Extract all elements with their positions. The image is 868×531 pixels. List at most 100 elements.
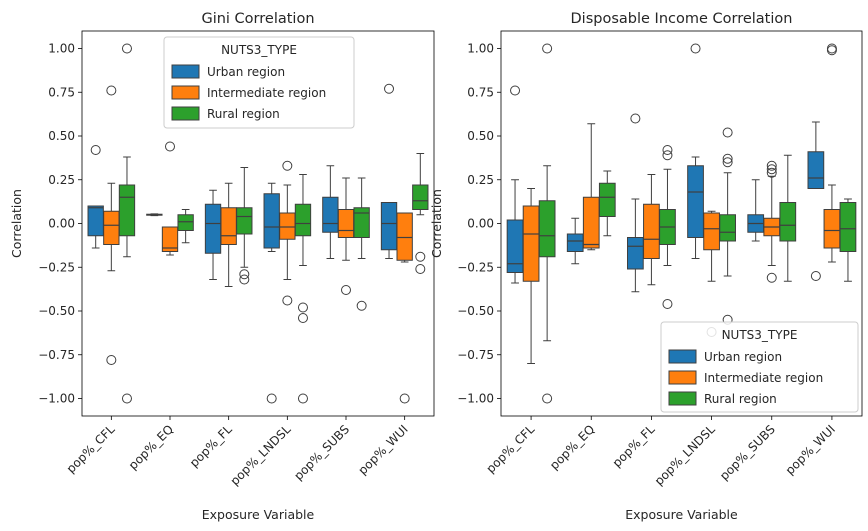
- box-body: [161, 226, 179, 252]
- outlier-point: [722, 127, 733, 138]
- box-urban-region-pop-subs: [747, 179, 765, 242]
- x-tick-label: pop%_LNDSL: [228, 422, 294, 488]
- outlier-point: [766, 272, 777, 283]
- outlier-point: [399, 393, 410, 404]
- chart-title: Disposable Income Correlation: [571, 11, 793, 27]
- box-urban-region-pop-eq: [146, 213, 163, 217]
- box-intermediate-region-pop-fl: [220, 182, 237, 287]
- y-tick-label: 0.25: [48, 173, 75, 187]
- outlier-point: [810, 271, 821, 281]
- outlier-point: [722, 153, 733, 164]
- chart-title: Gini Correlation: [201, 11, 314, 27]
- box-rural-region-pop-eq: [598, 170, 616, 237]
- box-body: [380, 202, 398, 251]
- box-body: [643, 203, 660, 259]
- box-body: [322, 196, 339, 233]
- box-body: [204, 203, 222, 254]
- x-tick-label: pop%_LNDSL: [652, 422, 718, 488]
- outlier-point: [282, 295, 293, 306]
- legend-frame: [660, 321, 859, 413]
- outlier-point: [106, 85, 117, 96]
- outlier-point: [510, 85, 521, 96]
- y-tick-label: −0.75: [457, 348, 494, 362]
- chart-1: 1.00 0.75 0.50 0.25 0.00 −0.25 −0.50 −0.75 −1.00…: [429, 11, 863, 522]
- box-body: [566, 233, 584, 252]
- box-body: [236, 207, 253, 235]
- y-tick-label: −0.50: [38, 304, 75, 318]
- box-body: [412, 184, 429, 210]
- outlier-point: [384, 83, 395, 94]
- box-body: [779, 202, 797, 242]
- outlier-point: [90, 145, 101, 155]
- y-tick-label: −1.00: [38, 392, 75, 406]
- outlier-point: [662, 299, 673, 309]
- box-body: [103, 210, 120, 245]
- outlier-point: [297, 302, 308, 313]
- box-rural-region-pop-lndsl: [719, 127, 736, 325]
- y-axis-label: Correlation: [429, 189, 444, 258]
- y-tick-label: −0.25: [457, 260, 494, 274]
- box-urban-region-pop-wui: [807, 121, 825, 281]
- legend-entry-label: Rural region: [704, 392, 777, 406]
- x-tick-label: pop%_WUI: [783, 422, 838, 477]
- box-urban-region-pop-fl: [627, 113, 644, 293]
- outlier-point: [239, 274, 250, 285]
- y-tick-label: 0.50: [48, 129, 75, 143]
- box-intermediate-region-pop-cfl: [103, 85, 120, 365]
- box-rural-region-pop-wui: [839, 198, 857, 282]
- box-intermediate-region-pop-lndsl: [703, 210, 720, 337]
- chart-0: 1.00 0.75 0.50 0.25 0.00 −0.25 −0.50 −0.75 −1.00…: [9, 11, 435, 522]
- outlier-point: [297, 393, 308, 404]
- outlier-point: [722, 157, 733, 168]
- outlier-point: [662, 150, 673, 161]
- legend-title: NUTS3_TYPE: [722, 328, 798, 342]
- box-body: [627, 237, 644, 270]
- box-urban-region-pop-cfl: [506, 85, 524, 284]
- y-tick-label: 1.00: [48, 42, 75, 56]
- box-intermediate-region-pop-lndsl: [279, 160, 296, 306]
- box-intermediate-region-pop-subs: [337, 177, 355, 295]
- box-urban-region-pop-fl: [204, 189, 222, 280]
- box-rural-region-pop-cfl: [538, 43, 556, 404]
- outlier-point: [341, 285, 351, 295]
- box-intermediate-region-pop-eq: [161, 141, 179, 256]
- box-body: [538, 200, 556, 258]
- outlier-point: [239, 269, 250, 280]
- box-body: [87, 205, 104, 237]
- y-tick-label: −0.25: [38, 260, 75, 274]
- box-body: [823, 209, 841, 249]
- x-tick-label: pop%_WUI: [356, 422, 411, 477]
- box-body: [118, 184, 136, 237]
- x-axis-label: Exposure Variable: [202, 507, 315, 522]
- legend-swatch: [668, 370, 697, 385]
- legend-swatch: [171, 64, 200, 79]
- box-rural-region-pop-fl: [236, 167, 253, 285]
- x-tick-label: pop%_EQ: [547, 422, 597, 472]
- box-intermediate-region-pop-wui: [396, 212, 413, 404]
- outlier-point: [266, 393, 277, 404]
- outlier-point: [106, 355, 117, 365]
- box-body: [687, 165, 704, 238]
- y-tick-label: 1.00: [467, 42, 494, 56]
- box-rural-region-pop-fl: [659, 145, 676, 309]
- legend-entry-label: Urban region: [207, 65, 285, 79]
- box-urban-region-pop-subs: [322, 165, 339, 259]
- legend-swatch: [171, 85, 200, 100]
- legend-swatch: [171, 106, 200, 121]
- box-intermediate-region-pop-cfl: [522, 188, 540, 364]
- outlier-point: [356, 300, 367, 311]
- box-body: [719, 214, 736, 242]
- outlier-point: [542, 393, 553, 404]
- outlier-point: [415, 264, 426, 274]
- y-tick-label: 0.75: [467, 85, 494, 99]
- box-body: [396, 212, 413, 261]
- x-tick-label: pop%_CFL: [64, 422, 118, 476]
- outlier-point: [766, 167, 777, 178]
- legend-entry-label: Intermediate region: [207, 86, 326, 100]
- legend-swatch: [668, 391, 697, 406]
- outlier-point: [690, 43, 701, 54]
- outlier-point: [297, 313, 308, 323]
- box-body: [294, 203, 312, 237]
- box-body: [506, 219, 524, 273]
